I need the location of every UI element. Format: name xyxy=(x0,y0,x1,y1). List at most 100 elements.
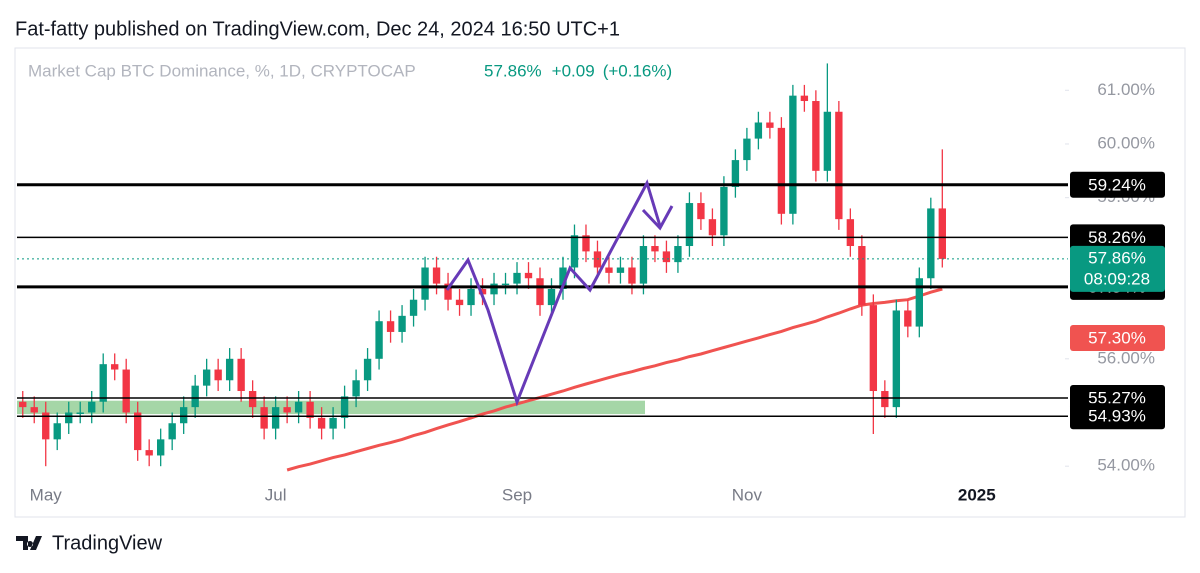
candle-body xyxy=(19,401,27,408)
arrow xyxy=(641,205,674,231)
candle-body xyxy=(743,138,751,161)
x-tick-label: Jul xyxy=(265,485,287,504)
candle-body xyxy=(662,251,671,263)
candle-body xyxy=(271,407,280,429)
candle-body xyxy=(708,219,717,236)
candle-body xyxy=(812,101,820,171)
candle-body xyxy=(294,401,303,413)
candle-body xyxy=(225,358,234,381)
candle-body xyxy=(467,288,475,306)
candle-body xyxy=(363,358,372,381)
candle-body xyxy=(283,407,291,413)
candle-body xyxy=(513,272,521,284)
candle-body xyxy=(99,364,107,402)
candle-body xyxy=(478,288,487,295)
candle-body xyxy=(179,407,188,424)
ma-label-box xyxy=(1070,324,1165,351)
candle-body xyxy=(134,412,142,451)
candle-body xyxy=(639,246,648,284)
candle-body xyxy=(53,423,61,440)
candle-body xyxy=(432,267,441,284)
candle-body xyxy=(42,412,50,440)
candle-body xyxy=(352,380,360,397)
candle-body xyxy=(547,288,556,306)
change-percent: (+0.16%) xyxy=(603,61,672,80)
candle-body xyxy=(685,203,694,247)
candle-body xyxy=(582,235,590,252)
candle-body xyxy=(846,219,855,247)
candle-body xyxy=(823,111,832,171)
ma-label: 57.30% xyxy=(1088,328,1146,347)
candle-body xyxy=(628,267,636,284)
level-label: 55.27% xyxy=(1088,388,1146,407)
candle-body xyxy=(593,251,602,268)
candle-body xyxy=(800,95,809,102)
candle-body xyxy=(145,450,153,456)
candle-body xyxy=(754,122,763,139)
candle-body xyxy=(76,412,84,414)
candle-body xyxy=(904,310,912,327)
candle-body xyxy=(421,267,429,300)
level-label: 58.26% xyxy=(1088,228,1146,247)
candle-body xyxy=(409,299,418,316)
candle-body xyxy=(168,423,176,440)
candle-body xyxy=(65,412,73,424)
candle-body xyxy=(202,369,211,386)
candle-body xyxy=(317,417,326,429)
level-label: 59.24% xyxy=(1088,175,1146,194)
candle-body xyxy=(157,439,165,456)
candle-body xyxy=(88,401,96,413)
moving-average xyxy=(286,287,943,472)
candle-body xyxy=(524,272,533,279)
level-label: 54.93% xyxy=(1088,407,1146,426)
candle-body xyxy=(720,186,728,236)
y-tick-label: 56.00% xyxy=(1097,348,1155,367)
candle-body xyxy=(651,246,659,252)
level-label-box xyxy=(1070,171,1165,198)
price-box xyxy=(1070,245,1165,292)
x-tick-label: Nov xyxy=(732,485,763,504)
x-tick-label: Sep xyxy=(502,485,532,504)
chart-title: Market Cap BTC Dominance, %, 1D, CRYPTOC… xyxy=(28,61,416,80)
candle-body xyxy=(248,391,257,408)
x-tick-label: 2025 xyxy=(958,485,996,504)
candle-body xyxy=(858,246,866,306)
candle-body xyxy=(111,364,119,370)
candle-body xyxy=(260,407,268,429)
last-price: 57.86% xyxy=(484,61,542,80)
candle-body xyxy=(122,369,130,413)
candle-body xyxy=(616,267,625,273)
change: +0.09 xyxy=(552,61,595,80)
brand: TradingView xyxy=(52,532,163,554)
candle-body xyxy=(605,267,613,273)
candle-body xyxy=(237,358,245,392)
zigzag xyxy=(445,179,662,407)
candle-body xyxy=(766,122,774,128)
x-tick-label: May xyxy=(30,485,63,504)
chart-frame xyxy=(14,47,1186,518)
candle-body xyxy=(340,396,349,418)
logo: TradingView xyxy=(16,532,163,554)
candle-body xyxy=(731,160,740,187)
candle-body xyxy=(559,267,567,289)
candle-body xyxy=(455,299,464,306)
countdown: 08:09:28 xyxy=(1084,269,1150,288)
candle-body xyxy=(881,391,889,408)
candle-body xyxy=(30,407,38,413)
candle-body xyxy=(892,310,901,408)
candle-body xyxy=(789,95,797,214)
candle-body xyxy=(375,321,383,359)
candle-body xyxy=(938,208,946,259)
candle-body xyxy=(214,369,222,381)
candle-body xyxy=(444,283,452,300)
y-tick-label: 61.00% xyxy=(1097,80,1155,99)
support-zone xyxy=(17,400,645,415)
candle-body xyxy=(386,321,395,332)
candle-body xyxy=(306,401,314,418)
candle-body xyxy=(191,385,199,408)
candle-body xyxy=(777,127,786,214)
logo-mark xyxy=(16,536,42,550)
candle-body xyxy=(570,235,579,268)
